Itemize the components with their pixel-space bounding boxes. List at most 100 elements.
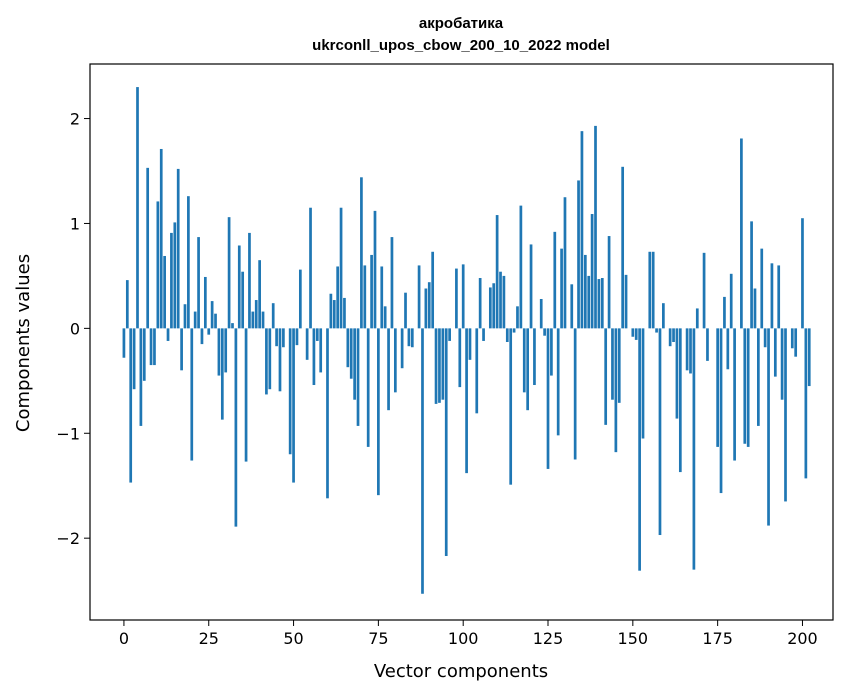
bar [214, 313, 217, 329]
bar [298, 269, 302, 329]
bar [444, 328, 448, 557]
bar [726, 328, 730, 370]
x-axis-label: Vector components [374, 661, 548, 682]
bar [431, 251, 435, 329]
bar [770, 263, 774, 329]
bar [702, 252, 706, 329]
bar [638, 328, 641, 571]
bar [315, 328, 319, 341]
bar [662, 303, 665, 329]
bar [234, 328, 238, 527]
y-axis: −2 −1 0 1 2 [56, 110, 90, 548]
bar [438, 328, 441, 403]
bar [146, 167, 150, 329]
bar [220, 328, 224, 420]
bar [675, 328, 679, 419]
bar [672, 328, 675, 342]
bar [475, 328, 479, 414]
bar [166, 328, 170, 341]
bar [142, 328, 146, 381]
bars-group [122, 87, 811, 594]
bar [156, 201, 160, 329]
bar [258, 260, 261, 329]
bar [136, 87, 139, 329]
x-tick-label: 25 [199, 629, 219, 648]
bar [655, 328, 658, 333]
bar [366, 328, 370, 447]
bar [237, 245, 241, 329]
x-tick-label: 100 [448, 629, 479, 648]
bar [163, 255, 166, 329]
bar [129, 328, 133, 483]
bar [336, 266, 340, 329]
bar [319, 328, 323, 373]
bar [203, 276, 207, 329]
bar [339, 207, 343, 329]
bar [370, 254, 373, 329]
bar [533, 328, 536, 386]
bar [217, 328, 221, 376]
bar [624, 274, 628, 329]
bar [417, 265, 421, 329]
bar [292, 328, 295, 483]
bar [600, 278, 604, 329]
bar [282, 328, 285, 348]
bar [729, 273, 733, 329]
bar [553, 231, 557, 329]
bar [465, 328, 468, 474]
x-tick-label: 75 [368, 629, 388, 648]
bar [404, 292, 407, 329]
bar [265, 328, 268, 395]
bar [590, 214, 594, 329]
bar [750, 221, 753, 329]
bar [349, 328, 353, 379]
bar [309, 207, 312, 329]
bar [159, 148, 163, 329]
x-axis: 0 25 50 75 100 125 150 175 200 [119, 620, 818, 648]
plot-frame [89, 63, 834, 621]
y-tick-label: 1 [70, 214, 80, 233]
bar [753, 288, 757, 329]
bar [658, 328, 662, 536]
bar [522, 328, 526, 393]
bar [356, 328, 360, 426]
y-tick-label: 0 [70, 319, 80, 338]
bar [295, 328, 299, 346]
bar [577, 180, 580, 329]
bar [746, 328, 750, 447]
bar [607, 236, 611, 329]
bar [502, 275, 506, 329]
bar [757, 328, 760, 426]
bar [780, 328, 784, 400]
x-tick-label: 0 [119, 629, 129, 648]
bar [807, 328, 811, 387]
bar [641, 328, 645, 439]
bar [278, 328, 282, 392]
bar [363, 265, 367, 329]
bar [207, 328, 211, 335]
bar [583, 254, 587, 329]
bar [689, 328, 692, 374]
bar [509, 328, 513, 485]
bar [794, 328, 798, 357]
bar [648, 251, 652, 329]
y-tick-label: −1 [56, 424, 80, 443]
bar [546, 328, 550, 469]
y-tick-label: 2 [70, 110, 80, 129]
bar [611, 328, 614, 400]
bar [251, 311, 255, 329]
bar [407, 328, 411, 347]
bar [248, 232, 251, 329]
bar [180, 328, 183, 371]
x-tick-label: 200 [787, 629, 818, 648]
bar [197, 237, 200, 329]
bar [587, 275, 591, 329]
bar [458, 328, 462, 388]
bar [685, 328, 689, 371]
bar [193, 311, 197, 329]
bar [563, 197, 567, 329]
bar [784, 328, 787, 502]
bar [383, 306, 387, 329]
bar [173, 222, 177, 329]
bar [539, 298, 543, 329]
